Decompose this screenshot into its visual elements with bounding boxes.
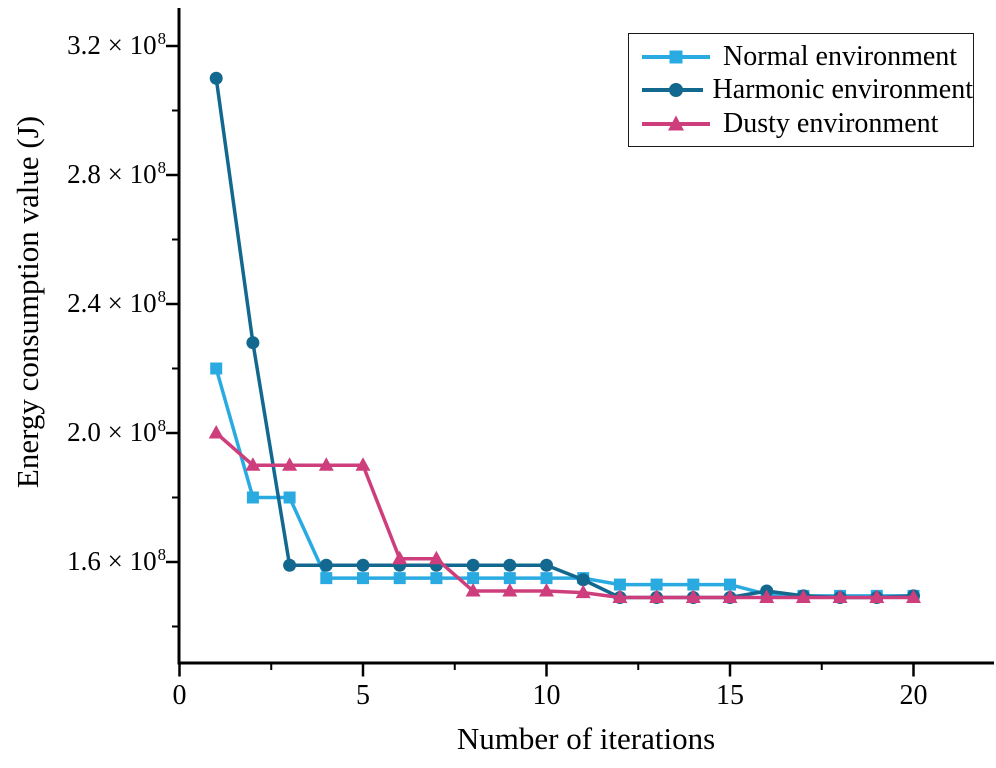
data-point-dusty-environment <box>906 589 921 603</box>
data-point-normal-environment <box>320 572 333 585</box>
data-point-dusty-environment <box>392 550 408 565</box>
legend-item-dusty: Dusty environment <box>639 107 973 139</box>
data-point-harmonic-environment <box>283 558 297 572</box>
y-tick-label: 2.0 × 108 <box>38 415 166 447</box>
legend-item-harmonic: Harmonic environment <box>639 76 973 104</box>
data-point-dusty-environment <box>759 589 775 603</box>
y-tick-label: 2.4 × 108 <box>38 286 166 318</box>
y-axis-title: Energy consumption value (J) <box>10 115 45 489</box>
y-tick-label: 1.6 × 108 <box>38 544 166 576</box>
x-tick-label: 0 <box>172 680 187 711</box>
series-line-harmonic-environment <box>214 78 914 600</box>
data-point-dusty-environment <box>869 589 885 603</box>
data-point-dusty-environment <box>685 589 701 603</box>
data-point-normal-environment <box>724 578 736 591</box>
data-point-normal-environment <box>650 578 663 591</box>
x-axis-title: Number of iterations <box>456 721 716 756</box>
data-point-dusty-environment <box>465 583 481 597</box>
data-point-normal-environment <box>283 491 296 504</box>
data-point-normal-environment <box>430 572 443 585</box>
y-tick-base: 2.0 × 10 <box>67 416 157 447</box>
x-tick-label: 15 <box>716 680 744 711</box>
data-point-harmonic-environment <box>356 558 370 572</box>
data-point-dusty-environment <box>722 589 738 603</box>
data-point-dusty-environment <box>318 457 334 471</box>
y-tick-exponent: 8 <box>157 415 166 435</box>
x-tick-label: 10 <box>532 680 561 711</box>
data-point-harmonic-environment <box>319 558 333 572</box>
data-point-dusty-environment <box>208 425 224 439</box>
y-tick-exponent: 8 <box>157 544 166 564</box>
data-point-dusty-environment <box>575 584 591 599</box>
x-tick-label: 20 <box>899 680 928 711</box>
legend-marker-triangle-icon <box>642 115 710 130</box>
data-point-dusty-environment <box>832 589 848 603</box>
data-point-harmonic-environment <box>246 336 260 350</box>
data-point-harmonic-environment <box>466 558 480 572</box>
y-tick-base: 1.6 × 10 <box>67 545 157 576</box>
data-point-dusty-environment <box>428 550 444 565</box>
data-point-dusty-environment <box>502 583 518 597</box>
data-point-dusty-environment <box>355 457 371 471</box>
data-point-normal-environment <box>467 572 480 585</box>
data-point-harmonic-environment <box>209 71 223 85</box>
data-point-dusty-environment <box>539 583 554 597</box>
data-point-normal-environment <box>357 572 369 585</box>
series-line-dusty-environment <box>215 431 914 600</box>
data-point-normal-environment <box>613 578 626 591</box>
y-tick-label: 2.8 × 108 <box>38 157 166 189</box>
y-tick-base: 2.4 × 10 <box>67 287 157 318</box>
data-point-harmonic-environment <box>503 558 517 572</box>
series-line-normal-environment <box>214 368 914 598</box>
y-tick-exponent: 8 <box>157 157 166 177</box>
data-point-dusty-environment <box>282 457 298 471</box>
y-tick-exponent: 8 <box>157 286 166 306</box>
legend-item-normal: Normal environment <box>639 40 973 72</box>
legend-marker-square-icon <box>642 50 710 63</box>
y-tick-exponent: 8 <box>157 28 166 48</box>
legend-box: Normal environment Harmonic environment … <box>628 33 974 147</box>
x-tick-label: 5 <box>356 680 370 711</box>
data-point-dusty-environment <box>649 589 665 603</box>
y-tick-base: 2.8 × 10 <box>67 158 157 189</box>
data-point-normal-environment <box>246 491 259 504</box>
data-point-harmonic-environment <box>540 558 553 572</box>
data-point-dusty-environment <box>245 457 261 471</box>
data-point-normal-environment <box>210 362 223 375</box>
data-point-normal-environment <box>393 572 406 585</box>
legend-label: Dusty environment <box>723 107 939 139</box>
y-tick-label: 3.2 × 108 <box>38 28 166 60</box>
y-tick-base: 3.2 × 10 <box>67 29 157 60</box>
data-point-dusty-environment <box>795 589 811 603</box>
data-point-normal-environment <box>540 572 553 585</box>
legend-label: Harmonic environment <box>712 74 973 105</box>
data-point-dusty-environment <box>612 589 628 603</box>
data-point-normal-environment <box>687 578 700 591</box>
data-point-harmonic-environment <box>576 573 590 587</box>
legend-marker-circle-icon <box>642 83 703 97</box>
data-point-normal-environment <box>503 572 516 585</box>
legend-label: Normal environment <box>723 40 958 72</box>
